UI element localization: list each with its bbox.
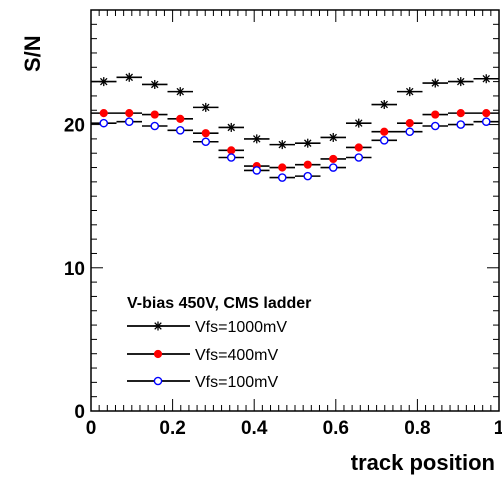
star-stroke — [252, 135, 261, 143]
open-circle-marker — [153, 376, 163, 386]
open-circle-marker — [175, 126, 185, 135]
open-circle-marker — [481, 117, 491, 127]
star-stroke — [380, 100, 389, 109]
filled-circle-marker — [201, 129, 210, 138]
open-circle-marker — [150, 121, 160, 131]
open-circle-marker — [226, 153, 236, 162]
star-marker — [430, 78, 440, 88]
star-marker — [150, 79, 160, 89]
star-stroke — [150, 80, 159, 89]
star-marker — [252, 134, 262, 144]
legend-entry: Vfs=400mV — [127, 347, 278, 364]
star-stroke — [125, 73, 134, 82]
open-circle-marker — [354, 153, 364, 162]
star-stroke — [431, 79, 440, 87]
filled-circle-marker — [405, 119, 414, 128]
filled-circle-marker — [278, 163, 287, 172]
legend-label: Vfs=400mV — [195, 347, 278, 364]
filled-circle-marker — [329, 154, 338, 164]
filled-circle-marker — [380, 127, 389, 136]
star-marker — [124, 72, 134, 82]
star-stroke — [329, 133, 338, 142]
open-circle-marker — [277, 173, 287, 182]
star-stroke — [482, 74, 491, 83]
x-tick-label: 1 — [494, 418, 502, 439]
series-filled-circle — [91, 109, 499, 172]
open-circle-marker — [430, 121, 440, 131]
star-marker — [354, 118, 364, 128]
filled-circle-marker — [303, 160, 312, 169]
open-circle-marker — [405, 127, 415, 137]
star-marker — [456, 77, 466, 87]
legend-entry: Vfs=100mV — [127, 374, 278, 391]
legend-entries: Vfs=1000mV Vfs=400mV Vfs=100mV — [127, 319, 287, 391]
open-circle-marker — [379, 136, 389, 145]
series-layer — [91, 72, 499, 182]
legend-label: Vfs=100mV — [195, 374, 278, 391]
star-stroke — [354, 119, 363, 127]
star-stroke — [405, 87, 414, 96]
open-circle-marker — [328, 163, 338, 172]
open-circle-marker — [201, 137, 211, 147]
star-stroke — [176, 87, 185, 96]
star-marker — [277, 140, 287, 150]
filled-circle-marker — [150, 110, 159, 119]
x-axis-title: track position — [351, 450, 495, 475]
x-tick-label: 0.4 — [241, 418, 268, 439]
axis-ticks — [90, 9, 500, 412]
star-marker — [379, 100, 389, 110]
plot-frame — [90, 9, 500, 412]
star-marker — [405, 87, 415, 97]
filled-circle-marker — [431, 110, 440, 119]
legend-title: V-bias 450V, CMS ladder — [127, 295, 311, 312]
legend-entry: Vfs=1000mV — [127, 319, 287, 336]
filled-circle-marker — [176, 114, 185, 123]
open-circle-marker — [124, 117, 134, 127]
filled-circle-marker — [99, 109, 108, 118]
star-stroke — [278, 140, 287, 149]
filled-circle-marker — [153, 349, 163, 359]
star-stroke — [303, 139, 312, 147]
x-tick-label: 0.8 — [404, 418, 430, 439]
star-stroke — [201, 103, 210, 112]
series-open-circle — [91, 117, 499, 182]
open-circle-marker — [99, 118, 109, 128]
star-stroke — [154, 322, 162, 330]
star-marker — [328, 132, 338, 142]
y-tick-label: 20 — [64, 116, 85, 137]
x-tick-label: 0 — [86, 418, 97, 439]
star-marker — [99, 77, 109, 87]
open-circle-marker — [252, 166, 262, 175]
filled-circle-marker — [456, 109, 465, 118]
star-stroke — [227, 123, 236, 132]
filled-circle-marker — [354, 143, 363, 152]
open-circle-marker — [456, 120, 466, 129]
series-star — [91, 72, 499, 150]
star-marker — [175, 87, 185, 97]
filled-circle-marker — [482, 109, 491, 118]
x-tick-label: 0.6 — [323, 418, 349, 439]
open-circle-marker — [303, 171, 313, 181]
filled-circle-marker — [125, 109, 134, 118]
legend-label: Vfs=1000mV — [195, 319, 287, 336]
star-marker — [201, 102, 211, 112]
x-tick-label: 0.2 — [159, 418, 185, 439]
star-marker — [226, 122, 236, 132]
y-axis-title: S/N — [20, 35, 45, 72]
star-marker — [481, 74, 491, 84]
star-stroke — [99, 77, 108, 86]
star-marker — [153, 321, 163, 331]
y-tick-label: 10 — [64, 259, 85, 280]
y-tick-label: 0 — [74, 402, 85, 423]
filled-circle-marker — [227, 146, 236, 155]
star-stroke — [456, 77, 465, 86]
legend: V-bias 450V, CMS ladder Vfs=1000mV Vfs=40… — [127, 295, 311, 391]
star-marker — [303, 138, 313, 148]
